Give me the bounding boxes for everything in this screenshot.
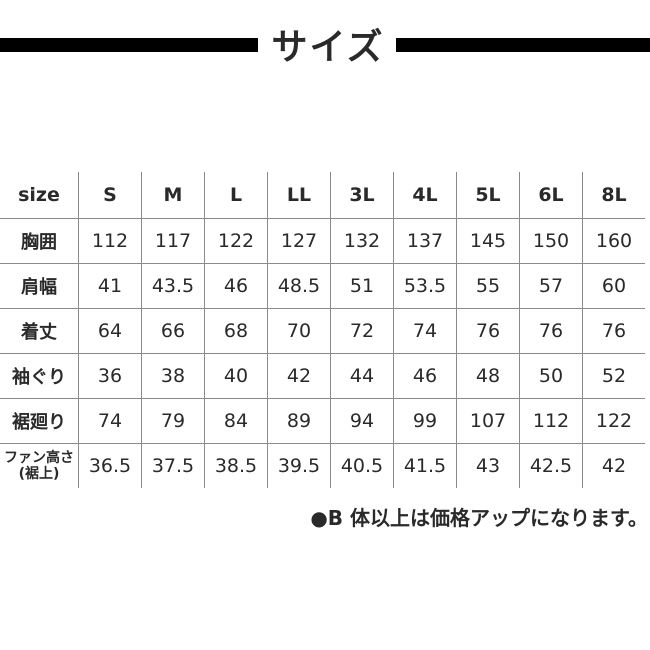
table-cell: 55 xyxy=(456,263,520,309)
header-cell: 4L xyxy=(393,172,457,219)
table-cell: 50 xyxy=(519,353,583,399)
row-label: 胸囲 xyxy=(0,218,79,264)
table-cell: 36.5 xyxy=(78,443,142,488)
header-cell: L xyxy=(204,172,268,219)
table-row: 肩幅 41 43.5 46 48.5 51 53.5 55 57 60 xyxy=(0,263,645,309)
table-row: 裾廻り 74 79 84 89 94 99 107 112 122 xyxy=(0,398,645,444)
row-label: 裾廻り xyxy=(0,398,79,444)
table-cell: 160 xyxy=(582,218,645,264)
table-cell: 42 xyxy=(267,353,331,399)
table-cell: 72 xyxy=(330,308,394,354)
table-cell: 76 xyxy=(456,308,520,354)
table-cell: 150 xyxy=(519,218,583,264)
table-cell: 112 xyxy=(78,218,142,264)
row-label: 肩幅 xyxy=(0,263,79,309)
table-cell: 70 xyxy=(267,308,331,354)
table-cell: 79 xyxy=(141,398,205,444)
table-cell: 117 xyxy=(141,218,205,264)
table-cell: 40 xyxy=(204,353,268,399)
table-cell: 145 xyxy=(456,218,520,264)
table-cell: 43 xyxy=(456,443,520,488)
table-cell: 122 xyxy=(582,398,645,444)
table-cell: 84 xyxy=(204,398,268,444)
table-cell: 40.5 xyxy=(330,443,394,488)
table-row: 着丈 64 66 68 70 72 74 76 76 76 xyxy=(0,308,645,354)
header-row: size S M L LL 3L 4L 5L 6L 8L xyxy=(0,172,645,219)
table-cell: 44 xyxy=(330,353,394,399)
table-cell: 107 xyxy=(456,398,520,444)
header-cell: 3L xyxy=(330,172,394,219)
table-cell: 60 xyxy=(582,263,645,309)
table-cell: 41 xyxy=(78,263,142,309)
page-title: サイズ xyxy=(271,27,385,68)
table-cell: 89 xyxy=(267,398,331,444)
table-cell: 41.5 xyxy=(393,443,457,488)
table-cell: 36 xyxy=(78,353,142,399)
table-cell: 66 xyxy=(141,308,205,354)
table-cell: 127 xyxy=(267,218,331,264)
header-cell: 8L xyxy=(582,172,645,219)
table-cell: 99 xyxy=(393,398,457,444)
table-cell: 68 xyxy=(204,308,268,354)
table-cell: 74 xyxy=(78,398,142,444)
header-cell: M xyxy=(141,172,205,219)
table-cell: 39.5 xyxy=(267,443,331,488)
table-cell: 112 xyxy=(519,398,583,444)
table-cell: 53.5 xyxy=(393,263,457,309)
header-cell: size xyxy=(18,184,60,206)
table-row: 胸囲 112 117 122 127 132 137 145 150 160 xyxy=(0,218,645,264)
table-cell: 132 xyxy=(330,218,394,264)
header-cell: LL xyxy=(267,172,331,219)
header-cell: 6L xyxy=(519,172,583,219)
table-cell: 46 xyxy=(204,263,268,309)
table-cell: 38 xyxy=(141,353,205,399)
table-cell: 137 xyxy=(393,218,457,264)
table-row: ファン高さ (裾上) 36.5 37.5 38.5 39.5 40.5 41.5 43 42.5… xyxy=(0,443,645,488)
row-label: ファン高さ (裾上) xyxy=(0,443,79,488)
table-cell: 51 xyxy=(330,263,394,309)
header-cell: S xyxy=(78,172,142,219)
title-rule-left xyxy=(0,38,258,52)
table-cell: 46 xyxy=(393,353,457,399)
table-cell: 52 xyxy=(582,353,645,399)
table-cell: 76 xyxy=(582,308,645,354)
table-row: 袖ぐり 36 38 40 42 44 46 48 50 52 xyxy=(0,353,645,399)
row-label: 袖ぐり xyxy=(0,353,79,399)
table-cell: 64 xyxy=(78,308,142,354)
table-cell: 57 xyxy=(519,263,583,309)
table-cell: 48.5 xyxy=(267,263,331,309)
title-rule-right xyxy=(396,38,650,52)
table-cell: 94 xyxy=(330,398,394,444)
table-cell: 43.5 xyxy=(141,263,205,309)
table-cell: 37.5 xyxy=(141,443,205,488)
table-cell: 42 xyxy=(582,443,645,488)
row-label: 着丈 xyxy=(0,308,79,354)
table-cell: 76 xyxy=(519,308,583,354)
table-cell: 48 xyxy=(456,353,520,399)
price-note: ●B 体以上は価格アップになります。 xyxy=(310,506,648,530)
size-table: size S M L LL 3L 4L 5L 6L 8L 胸囲 112 117 122 127 132 137 1… xyxy=(0,172,645,488)
table-cell: 42.5 xyxy=(519,443,583,488)
table-cell: 122 xyxy=(204,218,268,264)
table-cell: 74 xyxy=(393,308,457,354)
header-cell: 5L xyxy=(456,172,520,219)
table-cell: 38.5 xyxy=(204,443,268,488)
